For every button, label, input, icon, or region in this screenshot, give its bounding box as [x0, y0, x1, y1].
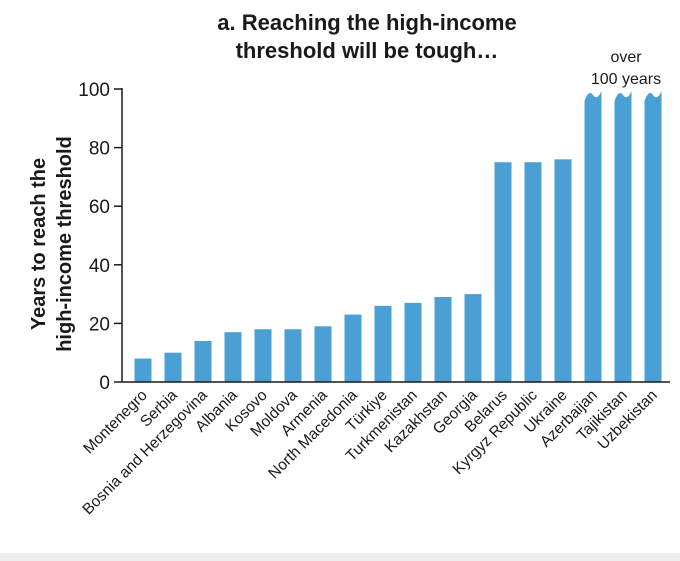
bar [614, 91, 632, 382]
y-axis-label-line-1: Years to reach the [28, 158, 50, 330]
bar [164, 352, 182, 382]
chart-title: a. Reaching the high-income threshold wi… [217, 10, 516, 63]
bar [194, 340, 212, 382]
bar [524, 162, 542, 382]
y-axis-label: Years to reach the high-income threshold [28, 136, 76, 352]
y-axis: 0 20 40 60 80 100 [78, 80, 123, 394]
y-tick-label: 100 [78, 80, 110, 101]
over-100-annotation: over 100 years [591, 49, 661, 88]
bar [314, 326, 332, 382]
bar [584, 91, 602, 382]
bars [134, 91, 662, 382]
y-axis-label-line-2: high-income threshold [54, 136, 76, 352]
bar [434, 297, 452, 382]
bar [494, 162, 512, 382]
bar [284, 329, 302, 382]
bar [134, 358, 152, 382]
bar [464, 294, 482, 382]
y-tick-label: 40 [89, 256, 110, 277]
y-tick-label: 80 [89, 139, 110, 160]
bar [554, 159, 572, 382]
bar [374, 305, 392, 382]
chart-title-line-1: a. Reaching the high-income [217, 10, 516, 35]
y-tick-label: 60 [89, 197, 110, 218]
bar [404, 302, 422, 382]
annotation-line-1: over [610, 49, 642, 66]
bar [224, 332, 242, 382]
bar [644, 91, 662, 382]
annotation-line-2: 100 years [591, 71, 661, 88]
bar [254, 329, 272, 382]
x-tick-label: Bosnia and Herzegovina [79, 387, 211, 519]
bottom-strip [0, 553, 680, 561]
bar [344, 314, 362, 382]
y-tick-label: 20 [89, 314, 110, 335]
y-tick-label: 0 [99, 373, 110, 394]
chart-title-line-2: threshold will be tough… [236, 38, 499, 63]
